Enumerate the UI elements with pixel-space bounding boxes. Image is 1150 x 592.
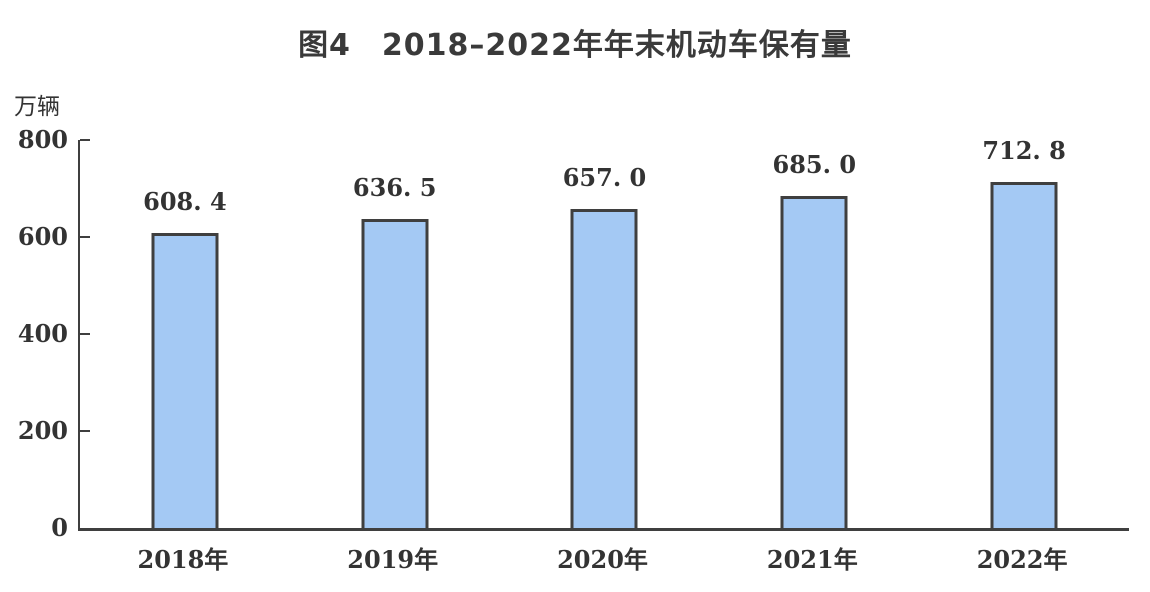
y-axis-tick-label: 800 (17, 125, 68, 154)
x-axis-category-label: 2022年 (976, 545, 1068, 574)
bar (151, 232, 219, 528)
y-axis-tick-label: 600 (17, 222, 68, 251)
bar-value-label: 636. 5 (352, 173, 437, 203)
y-axis-unit-label: 万辆 (14, 94, 60, 120)
y-axis-tick-label: 400 (17, 319, 68, 348)
bar (990, 182, 1058, 528)
plot-area: 0 200 400 600 800 608. 4 636. 5 657. 0 685. 0 71… (18, 126, 1129, 542)
x-axis-category-label: 2018年 (137, 545, 229, 574)
y-axis-tick-label: 200 (17, 416, 68, 445)
bars-container: 608. 4 636. 5 657. 0 685. 0 712. 8 (80, 136, 1129, 528)
x-axis-labels: 2018年 2019年 2020年 2021年 2022年 (78, 540, 1127, 575)
x-axis-category-label: 2019年 (347, 545, 439, 574)
y-axis-tick (80, 430, 90, 432)
y-axis-tick-label: 0 (51, 513, 68, 542)
bar-value-label: 685. 0 (772, 149, 857, 179)
bar-slot: 636. 5 (290, 140, 500, 528)
bar (780, 195, 848, 528)
x-axis-category-label: 2020年 (557, 545, 648, 574)
bar-value-label: 608. 4 (143, 186, 227, 216)
bar (570, 209, 638, 528)
bar-slot: 685. 0 (709, 140, 919, 528)
chart-title: 图4 2018–2022年年末机动车保有量 (298, 28, 852, 63)
bar-slot: 657. 0 (500, 140, 710, 528)
y-axis-tick (80, 333, 90, 335)
bar-slot: 608. 4 (80, 140, 290, 528)
x-axis-category-label: 2021年 (766, 545, 858, 574)
bar-slot: 712. 8 (919, 136, 1129, 528)
bar-value-label: 712. 8 (982, 136, 1066, 166)
y-axis-tick (80, 236, 90, 238)
bar (361, 219, 429, 528)
y-axis-tick (80, 139, 90, 141)
bar-value-label: 657. 0 (562, 163, 647, 193)
